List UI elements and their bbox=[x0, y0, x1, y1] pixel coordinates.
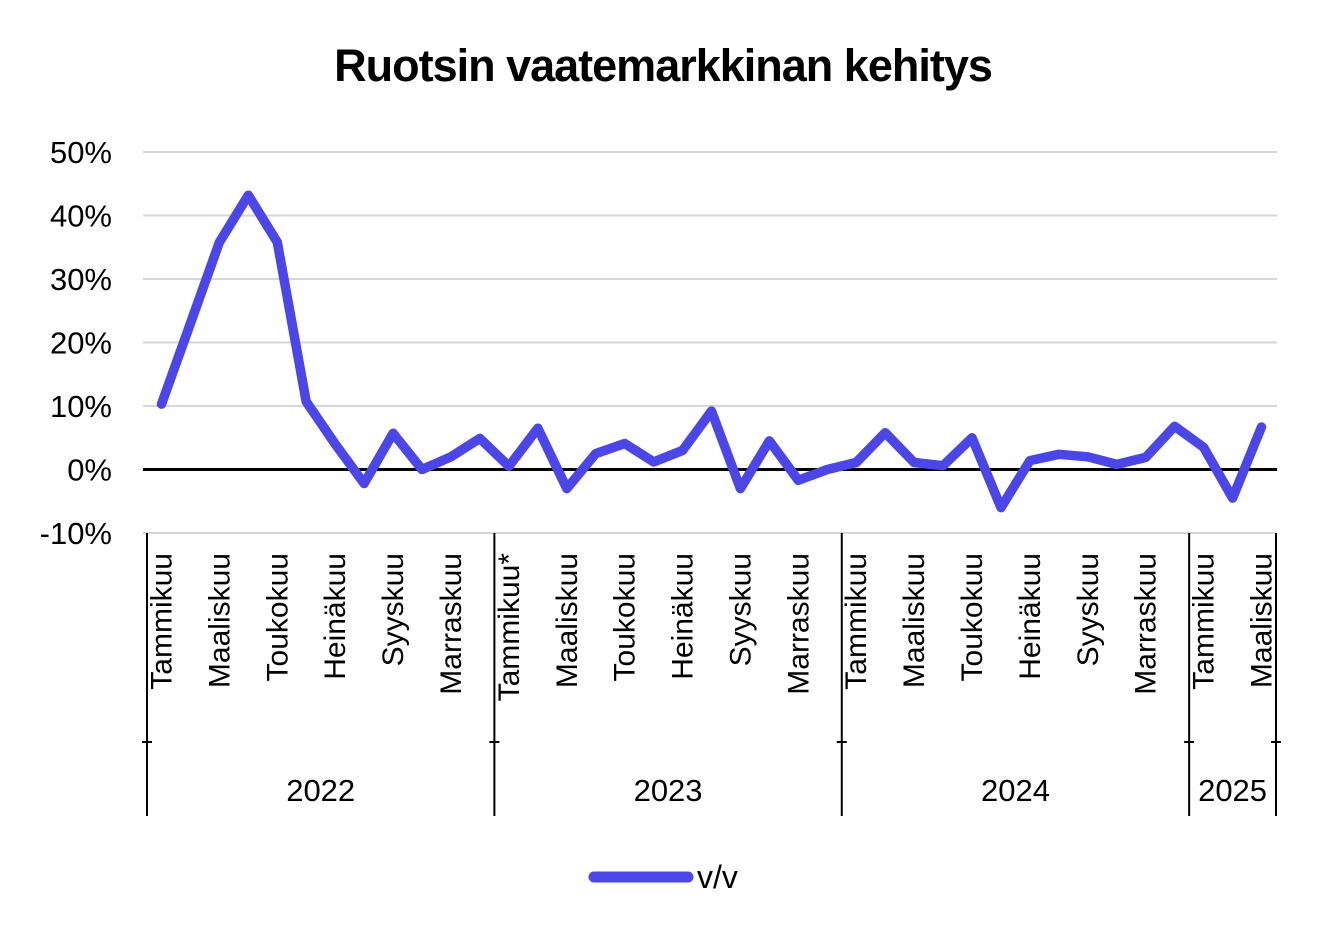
series-line-v/v bbox=[156, 190, 1267, 513]
x-axis-year-label: 2022 bbox=[286, 773, 355, 808]
x-axis-month-label: Marraskuu bbox=[435, 553, 468, 695]
y-axis-tick-label: 30% bbox=[50, 262, 112, 297]
x-axis-month-label: Maaliskuu bbox=[203, 553, 236, 688]
y-axis-tick-label: 50% bbox=[50, 135, 112, 170]
y-axis-tick-label: 10% bbox=[50, 389, 112, 424]
x-axis-month-label: Maaliskuu bbox=[1246, 553, 1279, 688]
x-axis-month-label: Toukokuu bbox=[609, 553, 642, 681]
x-axis-month-label: Heinäkuu bbox=[1014, 553, 1047, 680]
x-axis-month-label: Marraskuu bbox=[782, 553, 815, 695]
x-axis-month-label: Tammikuu bbox=[1188, 553, 1221, 690]
y-axis-tick-label: -10% bbox=[40, 516, 112, 551]
x-axis-year-label: 2025 bbox=[1198, 773, 1267, 808]
x-axis-month-label: Tammikuu bbox=[840, 553, 873, 690]
x-axis-month-label: Syyskuu bbox=[724, 553, 757, 666]
y-axis-tick-label: 20% bbox=[50, 326, 112, 361]
x-axis-month-label: Toukokuu bbox=[261, 553, 294, 681]
x-axis-year-label: 2024 bbox=[981, 773, 1050, 808]
legend-label: v/v bbox=[697, 859, 738, 895]
x-axis-month-label: Heinäkuu bbox=[319, 553, 352, 680]
chart-title: Ruotsin vaatemarkkinan kehitys bbox=[334, 40, 993, 91]
x-axis-year-label: 2023 bbox=[634, 773, 703, 808]
x-axis-month-label: Heinäkuu bbox=[667, 553, 700, 680]
x-axis-month-label: Maaliskuu bbox=[898, 553, 931, 688]
x-axis-month-label: Toukokuu bbox=[956, 553, 989, 681]
x-axis-month-label: Tammikuu* bbox=[493, 553, 526, 702]
x-axis-month-label: Marraskuu bbox=[1130, 553, 1163, 695]
x-axis-month-label: Syyskuu bbox=[377, 553, 410, 666]
y-axis-tick-label: 40% bbox=[50, 199, 112, 234]
x-axis-month-label: Maaliskuu bbox=[551, 553, 584, 688]
x-axis-month-label: Syyskuu bbox=[1072, 553, 1105, 666]
y-axis-tick-label: 0% bbox=[67, 453, 112, 488]
x-axis-month-label: Tammikuu bbox=[145, 553, 178, 690]
